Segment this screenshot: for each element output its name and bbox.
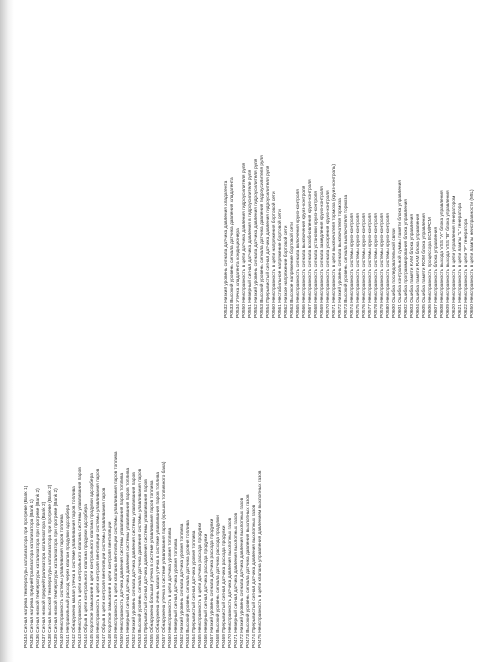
code-line: P0650 Неисправность в цепи лампы неиспра… <box>470 189 474 318</box>
right-column: P0532 Низкий уровень сигнала датчика дав… <box>224 2 474 318</box>
left-column: P0434 Сигнал нагрева температуры катализ… <box>24 330 262 648</box>
code-line: P0475 Неисправность в цепи клапана управ… <box>258 470 262 648</box>
left-column-region: P0434 Сигнал нагрева температуры катализ… <box>24 330 262 648</box>
right-column-region: P0532 Низкий уровень сигнала датчика дав… <box>224 2 474 318</box>
